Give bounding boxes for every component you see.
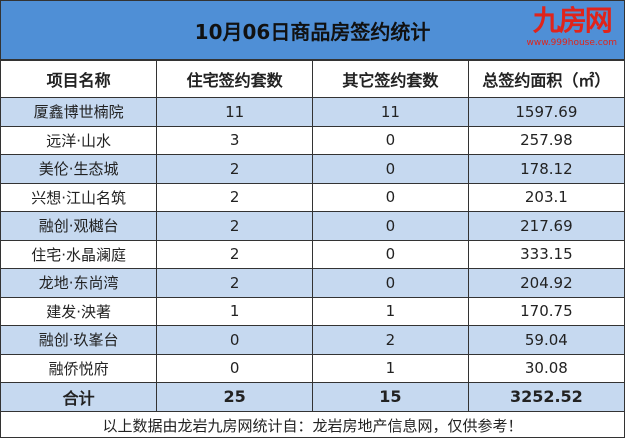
table-row: 住宅·水晶澜庭 2 0 333.15 [1, 239, 624, 269]
footer-note: 以上数据由龙岩九房网统计自：龙岩房地产信息网，仅供参考！ [102, 416, 523, 435]
table-row: 融创·玖峯台 0 2 59.04 [1, 325, 624, 355]
other-count: 0 [312, 125, 469, 155]
residential-count: 11 [156, 97, 313, 127]
total-area: 203.1 [467, 182, 624, 212]
table-row: 远洋·山水 3 0 257.98 [1, 125, 624, 155]
total-area: 257.98 [467, 125, 624, 155]
other-count: 0 [312, 211, 469, 241]
project-name: 兴想·江山名筑 [1, 182, 158, 212]
residential-count: 1 [156, 296, 313, 326]
other-count: 2 [312, 325, 469, 355]
residential-count: 2 [156, 211, 313, 241]
total-area: 178.12 [467, 154, 624, 184]
other-count: 1 [312, 296, 469, 326]
header-other: 其它签约套数 [312, 60, 469, 98]
table-row: 兴想·江山名筑 2 0 203.1 [1, 182, 624, 212]
table-row: 融侨悦府 0 1 30.08 [1, 353, 624, 383]
watermark-logo-text: 九房网 [532, 4, 613, 37]
total-residential-count: 25 [156, 382, 313, 412]
header-residential: 住宅签约套数 [156, 60, 313, 98]
project-name: 住宅·水晶澜庭 [1, 239, 158, 269]
total-other-count: 15 [312, 382, 469, 412]
other-count: 1 [312, 353, 469, 383]
table-row: 建发·泱著 1 1 170.75 [1, 296, 624, 326]
project-name: 融创·玖峯台 [1, 325, 158, 355]
total-area: 30.08 [467, 353, 624, 383]
total-row: 合计 25 15 3252.52 [1, 382, 624, 412]
project-name: 厦鑫博世楠院 [1, 97, 158, 127]
other-count: 0 [312, 239, 469, 269]
total-area: 59.04 [467, 325, 624, 355]
project-name: 美伦·生态城 [1, 154, 158, 184]
watermark-logo: 九房网 www.999house.com [526, 5, 617, 49]
residential-count: 2 [156, 239, 313, 269]
project-name: 融创·观樾台 [1, 211, 158, 241]
watermark-url: www.999house.com [526, 38, 617, 48]
residential-count: 3 [156, 125, 313, 155]
table-title: 10月06日商品房签约统计 [1, 1, 624, 60]
project-name: 远洋·山水 [1, 125, 158, 155]
header-row: 项目名称 住宅签约套数 其它签约套数 总签约面积（㎡） [1, 60, 624, 98]
residential-count: 2 [156, 182, 313, 212]
total-area: 170.75 [467, 296, 624, 326]
residential-count: 2 [156, 154, 313, 184]
total-project-name: 合计 [1, 382, 158, 412]
total-area: 204.92 [467, 268, 624, 298]
other-count: 11 [312, 97, 469, 127]
total-area: 1597.69 [467, 97, 624, 127]
residential-count: 0 [156, 353, 313, 383]
table-row: 龙地·东尚湾 2 0 204.92 [1, 268, 624, 298]
other-count: 0 [312, 268, 469, 298]
table-row: 美伦·生态城 2 0 178.12 [1, 154, 624, 184]
project-name: 龙地·东尚湾 [1, 268, 158, 298]
header-area: 总签约面积（㎡） [467, 60, 624, 98]
total-total-area: 3252.52 [467, 382, 624, 412]
total-area: 217.69 [467, 211, 624, 241]
header-project: 项目名称 [1, 60, 158, 98]
signing-table: 项目名称 住宅签约套数 其它签约套数 总签约面积（㎡） 厦鑫博世楠院 11 11 15… [1, 60, 624, 412]
project-name: 融侨悦府 [1, 353, 158, 383]
table-row: 厦鑫博世楠院 11 11 1597.69 [1, 97, 624, 127]
residential-count: 2 [156, 268, 313, 298]
table-row: 融创·观樾台 2 0 217.69 [1, 211, 624, 241]
other-count: 0 [312, 182, 469, 212]
other-count: 0 [312, 154, 469, 184]
project-name: 建发·泱著 [1, 296, 158, 326]
residential-count: 0 [156, 325, 313, 355]
total-area: 333.15 [467, 239, 624, 269]
